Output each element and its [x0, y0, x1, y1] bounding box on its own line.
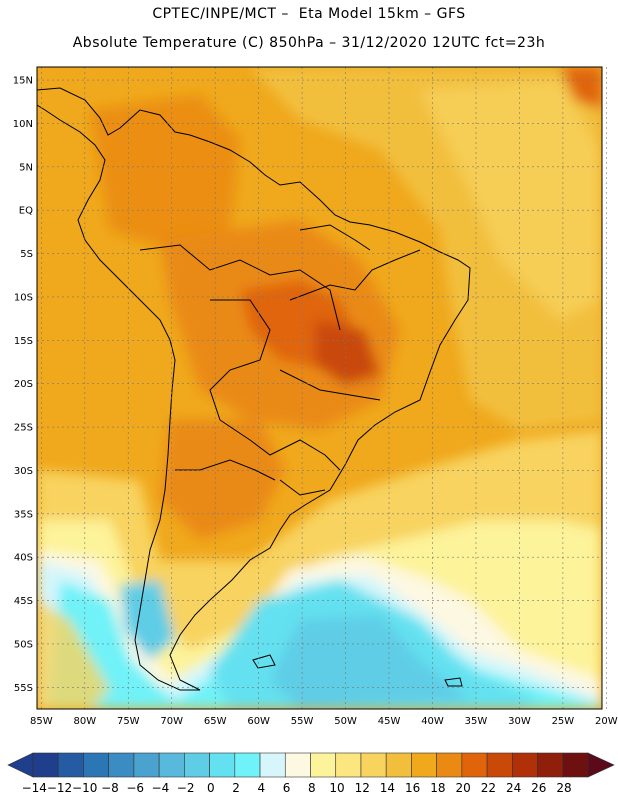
colorbar-tick-label: 0	[207, 781, 215, 795]
colorbar-tick-label: 28	[556, 781, 571, 795]
latitude-labels: 15N 10N 5N EQ 5S 10S 15S 20S 25S 30S 35S 40S 45S 50S 5…	[13, 76, 33, 694]
colorbar-swatch	[360, 752, 387, 778]
lat-label: 10N	[13, 119, 33, 130]
colorbar-tick-label: 4	[257, 781, 265, 795]
colorbar-swatch	[335, 752, 362, 778]
lon-label: 55W	[291, 716, 314, 727]
lon-label: 65W	[204, 716, 227, 727]
lat-label: EQ	[19, 206, 33, 217]
colorbar-swatch	[234, 752, 261, 778]
coastlines	[37, 87, 471, 691]
colorbar-swatch	[108, 752, 135, 778]
colorbar-labels: −14 −12 −10 −8 −6 −4 −2 0 2 4 6 8 10 12 14 16 18 20 22 24 26…	[22, 781, 572, 795]
colorbar-tick-label: −10	[72, 781, 97, 795]
lat-label: 15N	[13, 76, 33, 87]
lat-label: 25S	[14, 423, 33, 434]
map-frame	[36, 66, 603, 710]
colorbar-tick-label: 22	[481, 781, 496, 795]
lon-label: 40W	[421, 716, 444, 727]
colorbar-high-arrow	[587, 752, 615, 778]
colorbar-tick-label: 20	[455, 781, 470, 795]
colorbar-swatch	[562, 752, 589, 778]
colorbar-tick-label: 14	[380, 781, 395, 795]
colorbar-swatch	[385, 752, 412, 778]
colorbar-swatch	[486, 752, 513, 778]
lat-label: 40S	[14, 553, 33, 564]
lat-label: 50S	[14, 639, 33, 650]
lon-label: 85W	[30, 716, 53, 727]
longitude-labels: 85W 80W 75W 70W 65W 60W 55W 50W 45W 40W 35W 30W 25W 2…	[30, 716, 618, 727]
colorbar-swatch	[461, 752, 488, 778]
colorbar-swatch	[259, 752, 286, 778]
lat-label: 5S	[20, 249, 33, 260]
colorbar-tick-label: −8	[101, 781, 119, 795]
colorbar-swatch	[310, 752, 337, 778]
colorbar-tick-label: 2	[232, 781, 240, 795]
colorbar-tick-label: −6	[126, 781, 144, 795]
colorbar-swatch	[411, 752, 437, 778]
colorbar-swatch	[209, 752, 236, 778]
lat-label: 55S	[14, 683, 33, 694]
temperature-field	[37, 67, 602, 709]
lat-label: 15S	[14, 336, 33, 347]
lat-label: 45S	[14, 596, 33, 607]
lon-label: 20W	[595, 716, 618, 727]
colorbar-tick-label: 26	[531, 781, 546, 795]
colorbar-swatch	[184, 752, 210, 778]
colorbar-tick-label: −14	[22, 781, 47, 795]
colorbar-swatch	[436, 752, 463, 778]
colorbar-tick-label: −12	[47, 781, 72, 795]
colorbar-tick-label: 8	[308, 781, 316, 795]
colorbar-tick-label: −2	[177, 781, 195, 795]
colorbar-swatch	[284, 752, 311, 778]
colorbar-tick-label: 18	[430, 781, 445, 795]
colorbar	[7, 752, 615, 778]
lon-label: 35W	[465, 716, 488, 727]
colorbar-tick-label: 10	[329, 781, 344, 795]
lon-label: 60W	[247, 716, 270, 727]
colorbar-swatch	[512, 752, 538, 778]
colorbar-tick-label: 6	[283, 781, 291, 795]
colorbar-tick-label: 24	[506, 781, 521, 795]
lat-label: 10S	[14, 292, 33, 303]
colorbar-tick-label: −4	[152, 781, 170, 795]
title-line-2: Absolute Temperature (C) 850hPa – 31/12/…	[72, 35, 546, 51]
colorbar-swatch	[83, 752, 109, 778]
colorbar-low-arrow	[7, 752, 34, 778]
lat-label: 35S	[14, 509, 33, 520]
graticule	[37, 67, 607, 709]
lon-label: 75W	[117, 716, 140, 727]
colorbar-swatch	[57, 752, 84, 778]
lon-label: 70W	[160, 716, 183, 727]
colorbar-swatch	[133, 752, 160, 778]
colorbar-swatch	[32, 752, 59, 778]
lon-label: 30W	[508, 716, 531, 727]
colorbar-swatch	[158, 752, 185, 778]
colorbar-swatch	[537, 752, 564, 778]
lat-label: 5N	[19, 162, 33, 173]
colorbar-tick-label: 16	[405, 781, 420, 795]
lat-label: 20S	[14, 379, 33, 390]
lat-label: 30S	[14, 466, 33, 477]
lon-label: 50W	[334, 716, 357, 727]
lon-label: 80W	[73, 716, 96, 727]
lon-label: 25W	[552, 716, 575, 727]
colorbar-tick-label: 12	[355, 781, 370, 795]
lon-label: 45W	[378, 716, 401, 727]
title-line-1: CPTEC/INPE/MCT – Eta Model 15km – GFS	[152, 6, 466, 22]
